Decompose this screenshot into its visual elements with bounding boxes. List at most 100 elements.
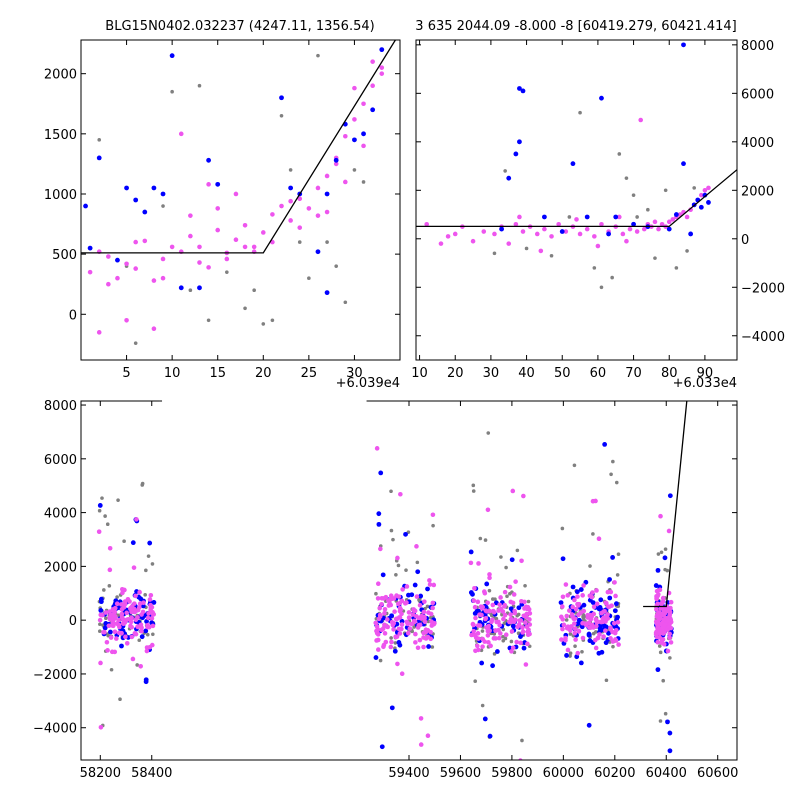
magenta-data-point bbox=[580, 593, 585, 598]
x-tick-label: 10 bbox=[411, 366, 428, 381]
axes-frame bbox=[415, 39, 738, 361]
gray-data-point bbox=[656, 552, 661, 556]
magenta-data-point bbox=[119, 630, 124, 636]
x-tick-label: 80 bbox=[661, 366, 678, 381]
magenta-data-point bbox=[178, 131, 184, 137]
gray-data-point bbox=[122, 539, 126, 543]
gray-data-point bbox=[487, 588, 492, 593]
x-tick-label: 20 bbox=[447, 366, 464, 381]
magenta-data-point bbox=[375, 581, 381, 587]
magenta-data-point bbox=[378, 546, 383, 552]
magenta-data-point bbox=[119, 614, 125, 620]
gray-data-point bbox=[617, 152, 622, 156]
magenta-data-point bbox=[424, 221, 430, 227]
gray-data-point bbox=[415, 560, 420, 565]
magenta-data-point bbox=[585, 612, 590, 618]
peak-zoom-panel: BLG15N0402.032237 (4247.11, 1356.54) +6.… bbox=[44, 19, 401, 391]
magenta-data-point bbox=[397, 631, 403, 636]
gray-data-point bbox=[307, 276, 311, 280]
blue-data-point bbox=[380, 572, 386, 578]
gray-data-point bbox=[685, 249, 689, 253]
gray-data-point bbox=[663, 188, 668, 193]
magenta-data-point bbox=[523, 662, 529, 667]
gray-data-point bbox=[471, 489, 476, 493]
magenta-data-point bbox=[666, 618, 671, 623]
x-tick-label: 25 bbox=[301, 366, 318, 381]
blue-data-point bbox=[517, 86, 522, 91]
magenta-data-point bbox=[477, 612, 482, 617]
magenta-data-point bbox=[655, 639, 660, 645]
gray-data-point bbox=[288, 168, 293, 172]
x-tick-label: 90 bbox=[697, 366, 714, 381]
blue-data-point bbox=[119, 643, 124, 649]
magenta-data-point bbox=[379, 65, 385, 70]
magenta-data-point bbox=[103, 610, 109, 615]
y-tick-label: 8000 bbox=[44, 399, 77, 414]
magenta-data-point bbox=[570, 604, 576, 610]
magenta-data-point bbox=[413, 631, 418, 637]
blue-data-point bbox=[579, 624, 585, 630]
blue-data-point bbox=[574, 589, 580, 595]
magenta-data-point bbox=[667, 631, 673, 637]
magenta-data-point bbox=[135, 624, 140, 629]
magenta-data-point bbox=[109, 649, 115, 655]
gray-data-point bbox=[520, 738, 524, 743]
magenta-data-point bbox=[511, 592, 517, 597]
gray-data-point bbox=[581, 616, 586, 621]
gray-data-point bbox=[116, 498, 120, 502]
magenta-data-point bbox=[390, 622, 396, 628]
gray-data-point bbox=[404, 568, 408, 572]
gray-data-point bbox=[391, 537, 395, 542]
model-curve bbox=[81, 40, 396, 254]
magenta-data-point bbox=[169, 244, 175, 250]
magenta-data-point bbox=[392, 609, 397, 614]
magenta-data-point bbox=[576, 629, 582, 634]
magenta-data-point bbox=[660, 625, 666, 631]
magenta-data-point bbox=[665, 648, 671, 654]
magenta-data-point bbox=[382, 622, 387, 628]
magenta-data-point bbox=[471, 622, 476, 628]
blue-data-point bbox=[197, 285, 202, 291]
magenta-data-point bbox=[668, 640, 674, 645]
magenta-data-point bbox=[593, 617, 599, 622]
gray-data-point bbox=[611, 644, 615, 649]
magenta-data-point bbox=[661, 612, 666, 618]
blue-data-point bbox=[581, 602, 587, 608]
magenta-data-point bbox=[627, 226, 633, 232]
magenta-data-point bbox=[571, 616, 577, 622]
x-tick-label: 20 bbox=[255, 366, 272, 381]
blue-data-point bbox=[324, 290, 330, 296]
y-tick-label: 2000 bbox=[44, 560, 77, 575]
gray-data-point bbox=[524, 246, 529, 251]
magenta-data-point bbox=[581, 583, 586, 588]
magenta-data-point bbox=[375, 627, 381, 632]
blue-data-point bbox=[399, 618, 405, 624]
blue-data-point bbox=[468, 590, 474, 595]
magenta-data-point bbox=[405, 620, 410, 626]
gray-data-point bbox=[243, 306, 247, 311]
magenta-data-point bbox=[233, 237, 239, 242]
magenta-data-point bbox=[146, 624, 152, 630]
blue-data-point bbox=[597, 623, 603, 629]
magenta-data-point bbox=[513, 221, 519, 227]
magenta-data-point bbox=[595, 243, 601, 249]
gray-data-point bbox=[502, 621, 507, 626]
magenta-data-point bbox=[472, 632, 478, 638]
gray-data-point bbox=[480, 629, 485, 633]
blue-data-point bbox=[144, 619, 149, 624]
magenta-data-point bbox=[130, 656, 136, 662]
magenta-data-point bbox=[560, 626, 565, 632]
gray-data-point bbox=[668, 656, 672, 660]
magenta-data-point bbox=[306, 206, 312, 211]
magenta-data-point bbox=[197, 260, 202, 265]
blue-data-point bbox=[596, 650, 602, 656]
gray-data-point bbox=[98, 629, 102, 634]
blue-data-point bbox=[603, 640, 609, 646]
blue-data-point bbox=[412, 582, 418, 588]
magenta-data-point bbox=[498, 595, 503, 600]
magenta-data-point bbox=[425, 634, 431, 640]
magenta-data-point bbox=[560, 594, 566, 600]
x-tick-label: 30 bbox=[346, 366, 363, 381]
magenta-data-point bbox=[661, 641, 667, 647]
magenta-data-point bbox=[523, 620, 528, 625]
